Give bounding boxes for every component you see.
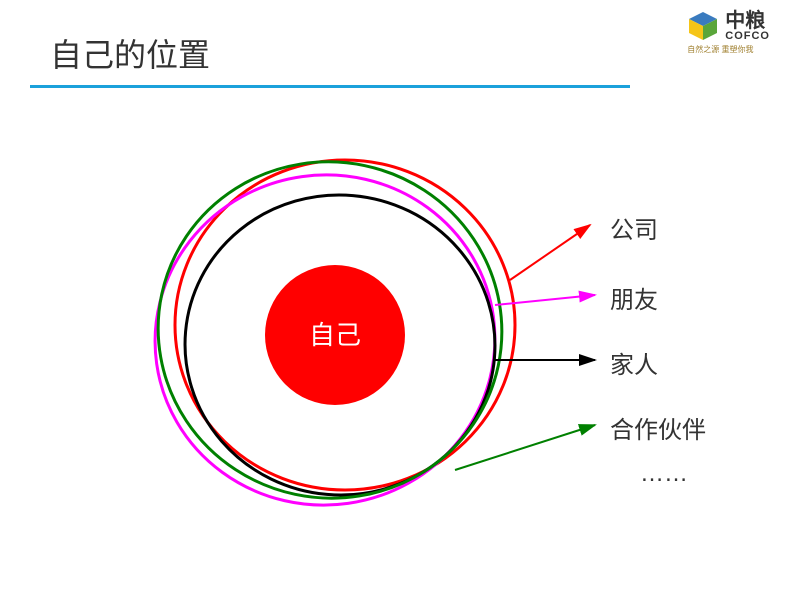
ellipsis-label: …… <box>640 460 688 488</box>
circles-diagram: 自己 <box>0 0 800 600</box>
label-friend: 朋友 <box>610 280 658 315</box>
label-family: 家人 <box>610 345 658 380</box>
arrow-friend <box>495 295 595 305</box>
label-company: 公司 <box>610 210 658 245</box>
center-label: 自己 <box>309 320 361 350</box>
arrow-company <box>510 225 590 280</box>
label-partner: 合作伙伴 <box>610 410 706 445</box>
slide: 自己的位置 中粮 COFCO 自然之源 重塑你我 自己 公司朋友家人合作伙伴…… <box>0 0 800 600</box>
